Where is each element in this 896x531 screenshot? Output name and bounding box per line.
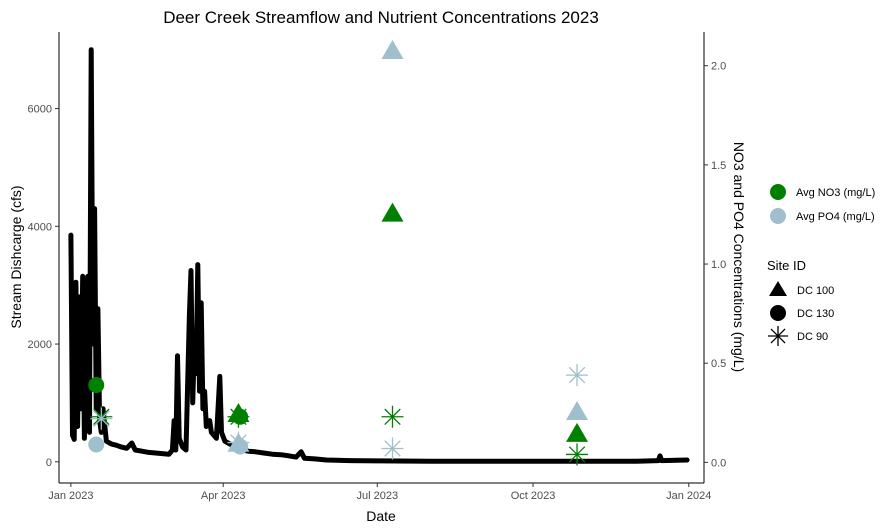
- point-dc-100-po4: [566, 401, 589, 421]
- y2-axis-ticks: 0.0 0.5 1.0 1.5 2.0: [704, 61, 726, 469]
- x-tick-label: Jan 2023: [48, 490, 93, 502]
- legend-label-dc100: DC 100: [797, 285, 834, 297]
- shape-legend: Site ID DC 100 DC 130 DC 90: [767, 258, 834, 346]
- legend-asterisk-glyph: [768, 326, 788, 346]
- y2-tick-label: 0.5: [711, 358, 726, 370]
- legend-key-dc90: [768, 326, 788, 346]
- legend-label-dc90: DC 90: [797, 331, 828, 343]
- point-dc-90-no3: [227, 405, 250, 428]
- point-dc-90-no3: [381, 405, 404, 428]
- y-tick-label: 0: [46, 457, 52, 469]
- discharge-series: [68, 47, 690, 464]
- x-axis-ticks: Jan 2023 Apr 2023 Jul 2023 Oct 2023 Jan 2024: [48, 483, 711, 502]
- y2-tick-label: 0.0: [711, 457, 726, 469]
- color-legend: Avg NO3 (mg/L) Avg PO4 (mg/L): [770, 184, 875, 224]
- shape-legend-title: Site ID: [767, 258, 806, 273]
- point-dc-90-po4: [90, 407, 113, 430]
- point-dc-100-no3: [381, 202, 404, 222]
- x-tick-label: Oct 2023: [511, 490, 556, 502]
- point-dc-90-po4: [381, 437, 404, 460]
- legend-key-po4: [770, 208, 786, 224]
- point-dc-100-po4: [381, 40, 404, 60]
- point-dc-90-no3: [566, 443, 589, 466]
- x-tick-label: Apr 2023: [201, 490, 246, 502]
- legend-label-po4: Avg PO4 (mg/L): [796, 211, 875, 223]
- y2-tick-label: 2.0: [711, 61, 726, 73]
- point-dc-90-po4: [227, 431, 250, 454]
- point-dc-90-po4: [566, 364, 589, 387]
- x-tick-label: Jul 2023: [356, 490, 398, 502]
- y-tick-label: 6000: [28, 104, 52, 116]
- x-axis-title: Date: [366, 508, 396, 524]
- nutrient-points: [88, 40, 589, 466]
- x-tick-label: Jan 2024: [666, 490, 711, 502]
- point-dc-130-no3: [88, 377, 105, 394]
- discharge-line: [68, 47, 690, 464]
- y-tick-label: 4000: [28, 221, 52, 233]
- y-axis-title: Stream Dishcarge (cfs): [8, 185, 24, 328]
- legend-label-no3: Avg NO3 (mg/L): [796, 187, 875, 199]
- y2-tick-label: 1.5: [711, 160, 726, 172]
- y-axis-ticks: 0 2000 4000 6000: [28, 104, 59, 469]
- point-dc-130-po4: [88, 436, 105, 453]
- y2-tick-label: 1.0: [711, 259, 726, 271]
- legend-key-dc130: [770, 305, 786, 321]
- chart-title: Deer Creek Streamflow and Nutrient Conce…: [163, 8, 599, 27]
- legend-key-no3: [770, 184, 786, 200]
- y-tick-label: 2000: [28, 339, 52, 351]
- point-dc-100-no3: [566, 422, 589, 442]
- legend-label-dc130: DC 130: [797, 308, 834, 320]
- y2-axis-title: NO3 and PO4 Concentrations (mg/L): [731, 142, 747, 372]
- legend-key-dc100: [769, 281, 787, 296]
